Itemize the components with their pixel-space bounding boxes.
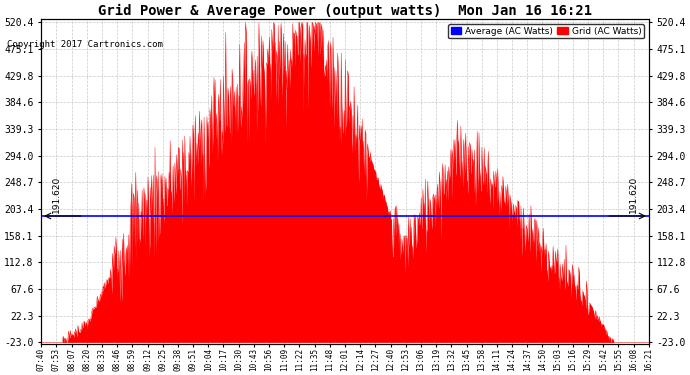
Text: 191.620: 191.620 xyxy=(629,176,638,213)
Text: 191.620: 191.620 xyxy=(52,176,61,213)
Title: Grid Power & Average Power (output watts)  Mon Jan 16 16:21: Grid Power & Average Power (output watts… xyxy=(98,4,592,18)
Legend: Average (AC Watts), Grid (AC Watts): Average (AC Watts), Grid (AC Watts) xyxy=(448,24,644,38)
Text: Copyright 2017 Cartronics.com: Copyright 2017 Cartronics.com xyxy=(7,40,163,49)
